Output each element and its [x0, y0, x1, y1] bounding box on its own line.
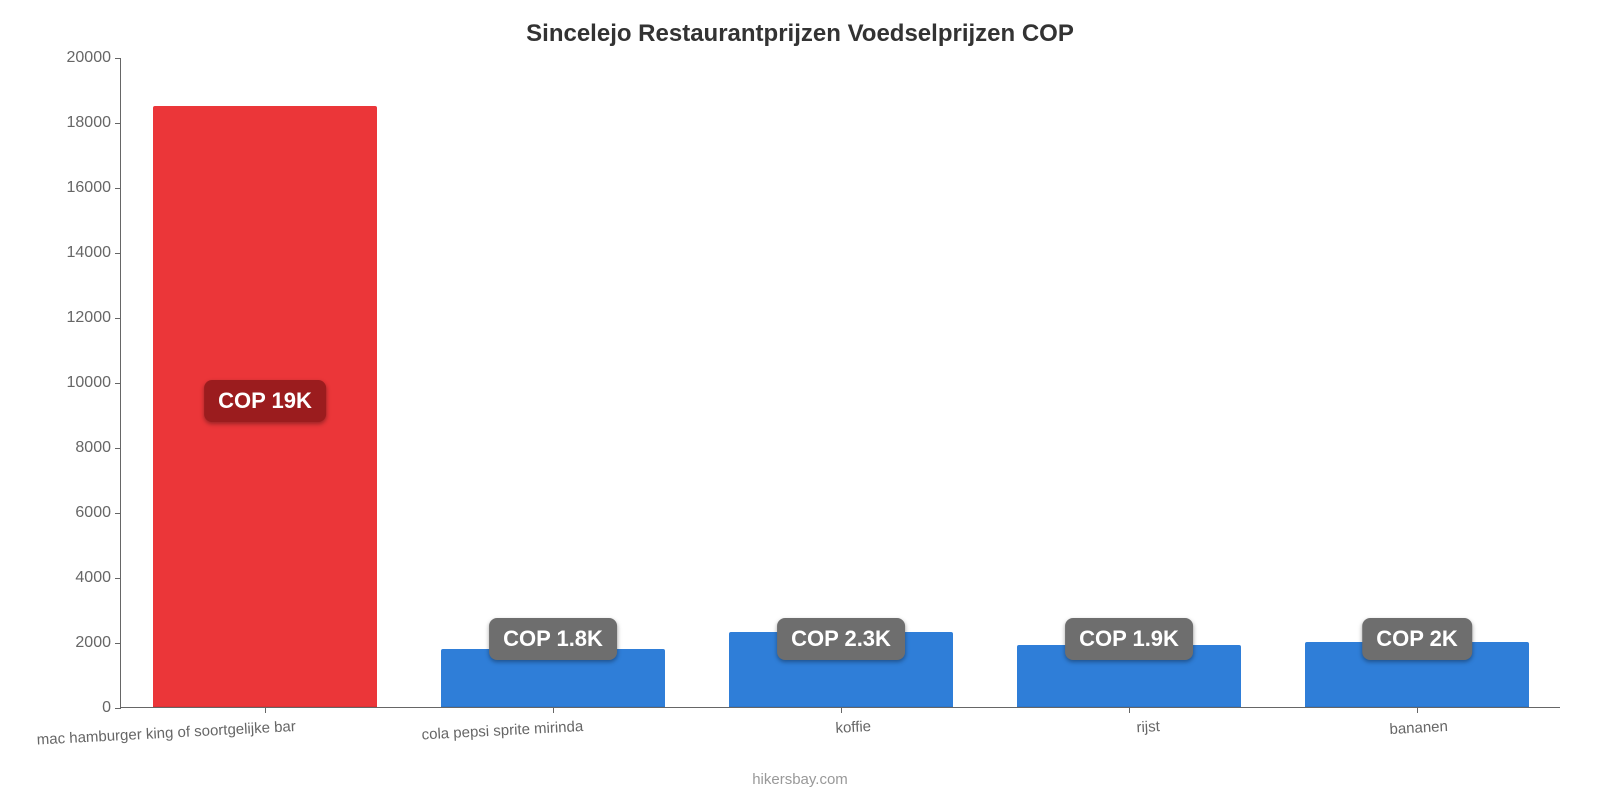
value-label: COP 19K: [204, 380, 326, 422]
value-label: COP 1.9K: [1065, 618, 1193, 660]
y-tick-label: 10000: [67, 374, 112, 392]
y-tick-label: 16000: [67, 179, 112, 197]
value-label: COP 2.3K: [777, 618, 905, 660]
y-tick-label: 18000: [67, 114, 112, 132]
y-tick-label: 12000: [67, 309, 112, 327]
y-tick-label: 20000: [67, 49, 112, 67]
price-bar-chart: Sincelejo Restaurantprijzen Voedselprijz…: [0, 0, 1600, 800]
x-tick-label: koffie: [835, 718, 871, 737]
y-tick-label: 2000: [75, 634, 111, 652]
x-tick-label: bananen: [1389, 718, 1448, 738]
y-tick-label: 14000: [67, 244, 112, 262]
y-tick-label: 4000: [75, 569, 111, 587]
y-tick-label: 8000: [75, 439, 111, 457]
y-tick-label: 0: [102, 699, 111, 717]
x-tick-label: mac hamburger king of soortgelijke bar: [36, 718, 296, 749]
x-tick-label: rijst: [1136, 718, 1160, 736]
chart-title: Sincelejo Restaurantprijzen Voedselprijz…: [0, 20, 1600, 48]
y-tick-label: 6000: [75, 504, 111, 522]
value-label: COP 2K: [1362, 618, 1472, 660]
chart-credit: hikersbay.com: [0, 771, 1600, 788]
plot-area: 0200040006000800010000120001400016000180…: [120, 58, 1560, 708]
x-tick-label: cola pepsi sprite mirinda: [421, 718, 583, 743]
value-label: COP 1.8K: [489, 618, 617, 660]
